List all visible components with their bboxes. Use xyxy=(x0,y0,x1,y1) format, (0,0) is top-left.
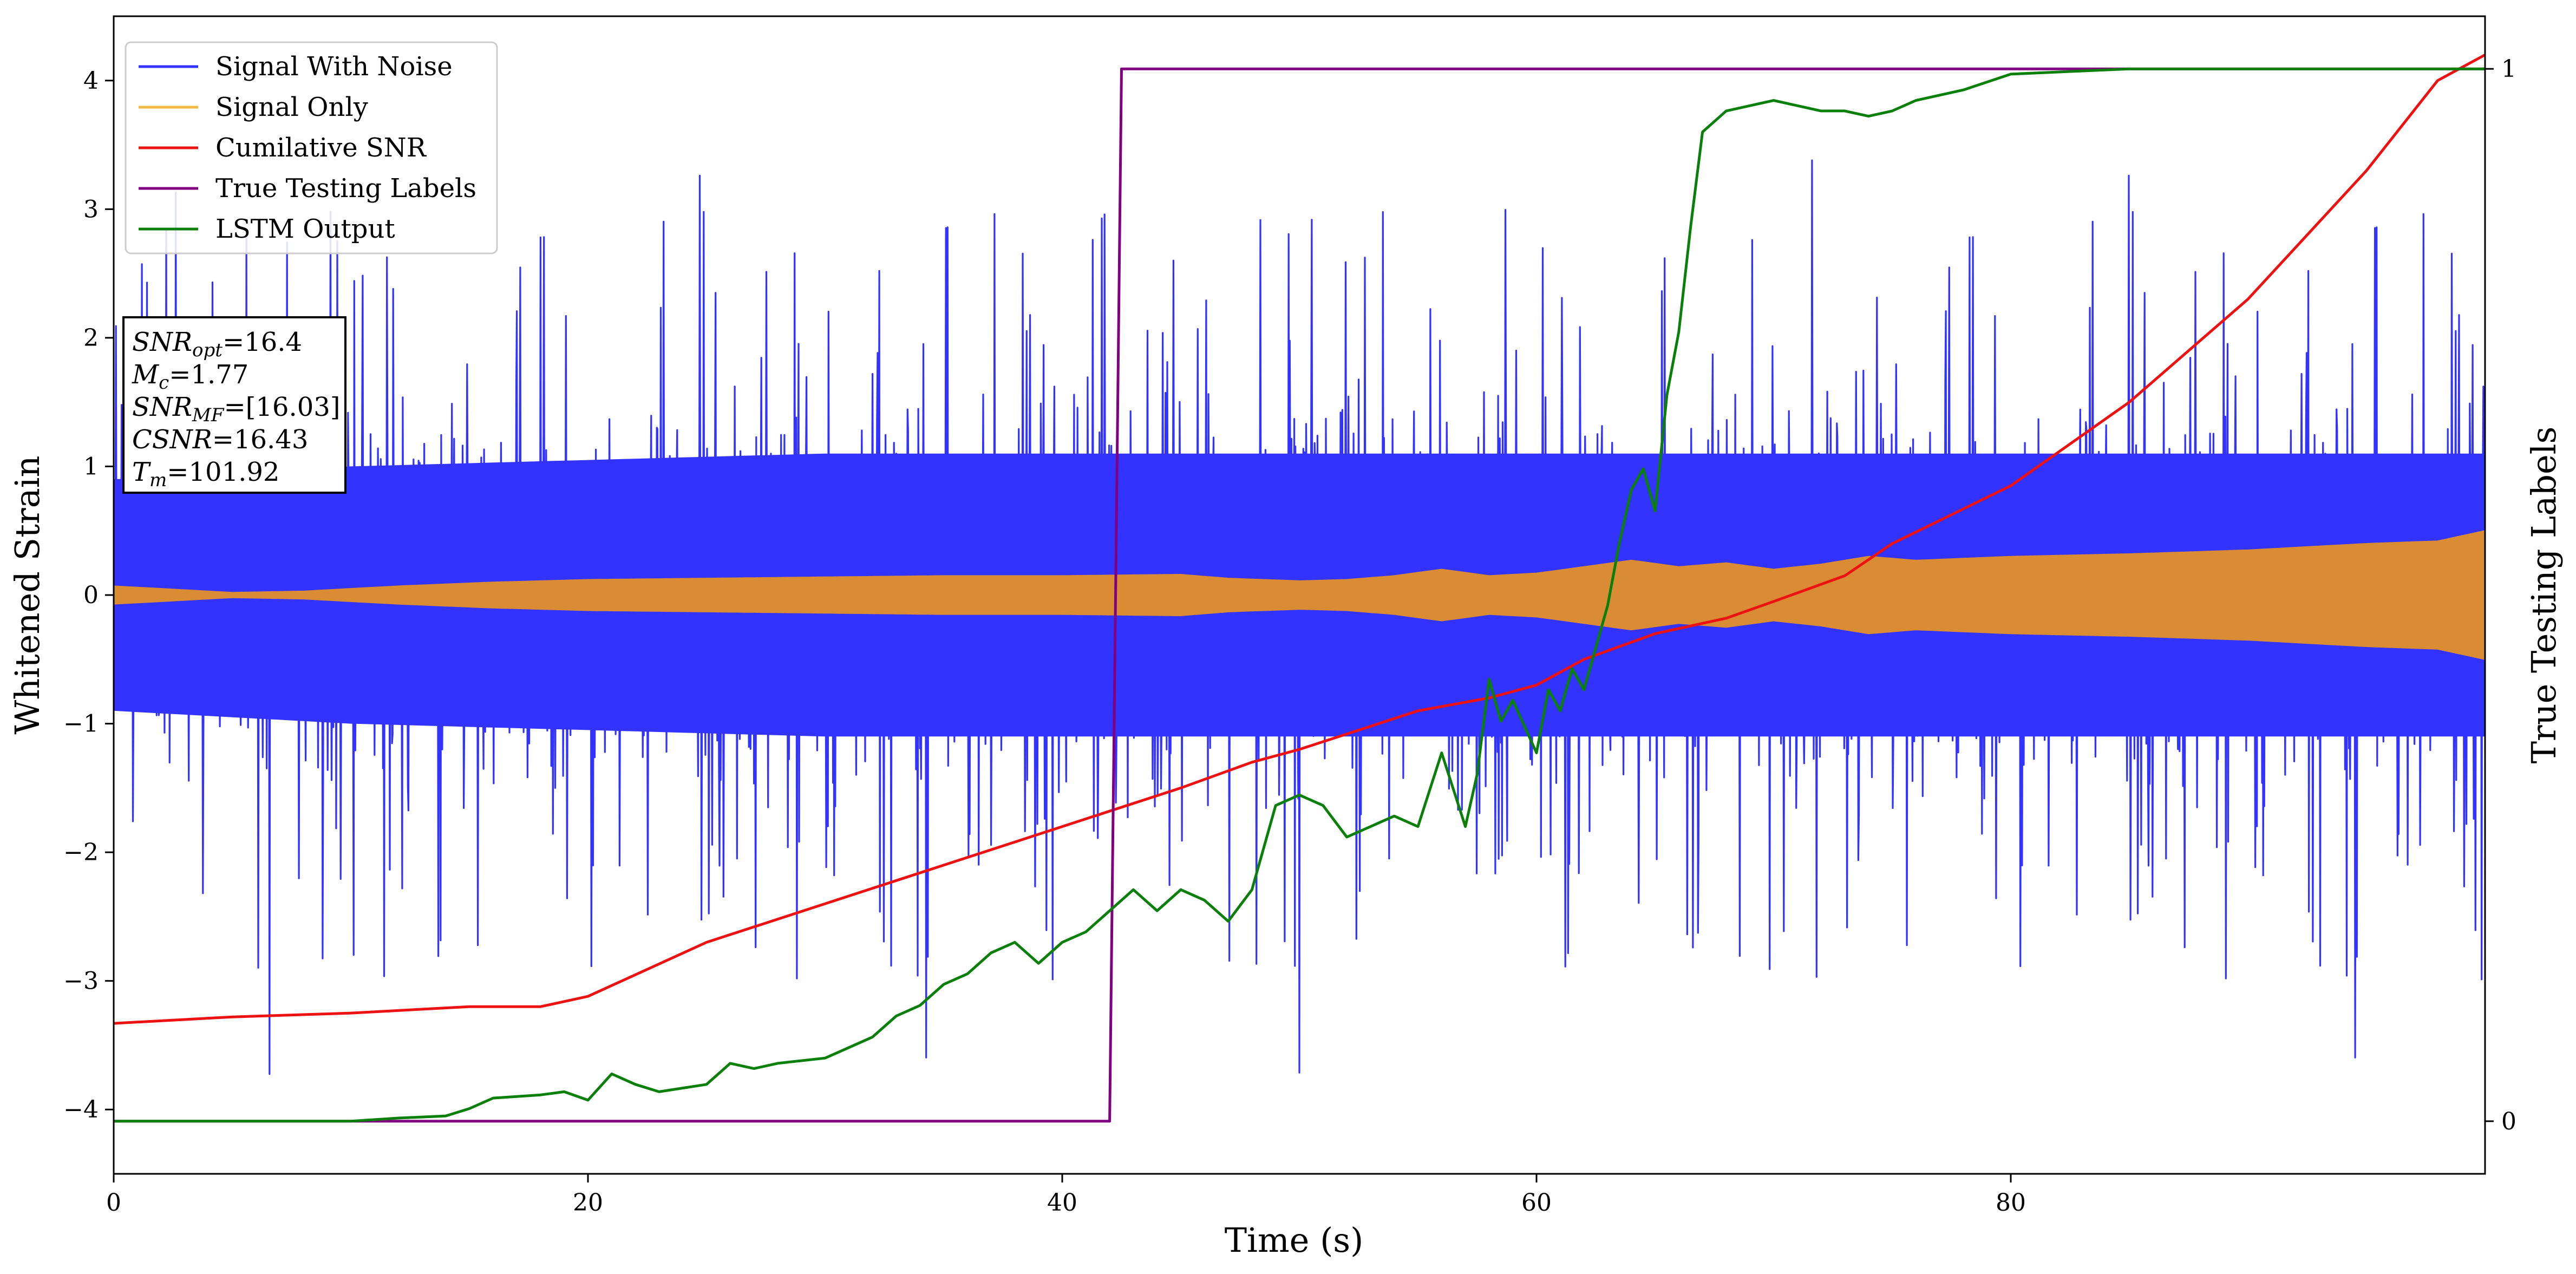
y-axis-left: −4 −3 −2 −1 0 1 2 3 4 xyxy=(63,67,114,1123)
legend-label: Signal Only xyxy=(215,92,368,122)
parameter-line: Tm=101.92 xyxy=(132,457,279,491)
x-tick-label: 60 xyxy=(1521,1189,1552,1217)
x-tick-label: 40 xyxy=(1047,1189,1077,1217)
x-axis: 0 20 40 60 80 xyxy=(106,1174,2026,1217)
y2-tick-label: 1 xyxy=(2501,55,2516,83)
y-tick-label: 1 xyxy=(83,453,99,480)
legend-label: LSTM Output xyxy=(215,214,395,244)
y-tick-label: 2 xyxy=(83,324,99,352)
y-tick-label: −3 xyxy=(63,968,99,995)
legend-frame xyxy=(125,41,498,254)
plot-area xyxy=(114,54,2485,1123)
parameter-box-frame xyxy=(122,316,346,494)
x-tick-label: 80 xyxy=(1996,1189,2026,1217)
y-tick-label: 4 xyxy=(83,67,99,95)
legend-label: True Testing Labels xyxy=(215,173,476,204)
line-series-layer xyxy=(114,54,2485,1123)
y-tick-label: −1 xyxy=(63,710,99,738)
parameter-line: CSNR=16.43 xyxy=(132,424,308,455)
x-axis-title: Time (s) xyxy=(1225,1220,1364,1260)
y2-tick-label: 0 xyxy=(2501,1108,2516,1135)
legend: Signal With Noise Signal Only Cumilative S… xyxy=(125,41,498,254)
y-axis-right: 01 xyxy=(2485,55,2516,1135)
x-tick-label: 0 xyxy=(106,1189,121,1217)
true-testing-labels-line xyxy=(114,67,2485,1123)
y-axis-title: Whitened Strain xyxy=(8,456,47,735)
parameter-line: SNRMF=[16.03] xyxy=(132,392,341,426)
y-tick-label: −2 xyxy=(63,839,99,866)
parameter-line: Mc=1.77 xyxy=(132,360,249,394)
y-tick-label: 3 xyxy=(83,195,99,223)
signal-only-series xyxy=(114,530,2485,660)
y-tick-label: 0 xyxy=(83,582,99,609)
y-tick-label: −4 xyxy=(63,1096,99,1123)
parameter-box: SNRopt=16.4Mc=1.77SNRMF=[16.03]CSNR=16.4… xyxy=(122,316,346,494)
cumulative-snr-line xyxy=(114,54,2485,1025)
legend-label: Cumilative SNR xyxy=(215,133,427,163)
lstm-output-line xyxy=(114,67,2485,1123)
legend-label: Signal With Noise xyxy=(215,51,453,82)
y2-axis-title: True Testing Labels xyxy=(2524,427,2564,764)
x-tick-label: 20 xyxy=(573,1189,603,1217)
signal-only-envelope xyxy=(114,530,2485,660)
parameter-line: SNRopt=16.4 xyxy=(132,327,302,361)
